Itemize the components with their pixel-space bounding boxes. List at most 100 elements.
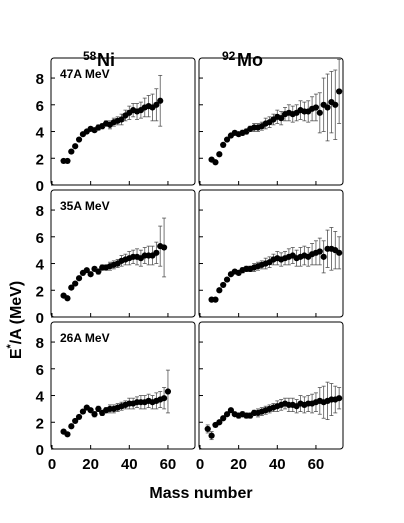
y-axis-label-main: E bbox=[8, 348, 25, 359]
data-point bbox=[75, 136, 83, 143]
x-tick-label: 40 bbox=[269, 456, 286, 473]
y-tick-label: 6 bbox=[36, 362, 44, 379]
data-point bbox=[153, 249, 160, 256]
data-point bbox=[95, 268, 102, 275]
data-point bbox=[316, 109, 323, 116]
x-axis-label: Mass number bbox=[149, 485, 252, 502]
panel-label: 35A MeV bbox=[60, 199, 110, 213]
data-point bbox=[72, 417, 79, 425]
data-point bbox=[68, 148, 75, 155]
data-point bbox=[278, 115, 285, 122]
panel-frame bbox=[198, 57, 344, 186]
data-point bbox=[164, 388, 172, 395]
data-point bbox=[87, 271, 94, 278]
data-point bbox=[208, 432, 215, 439]
data-point bbox=[160, 244, 168, 251]
data-point bbox=[75, 413, 83, 421]
y-axis-label-rest: /A (MeV) bbox=[8, 281, 25, 344]
column-title-right-mass: 92 bbox=[222, 49, 236, 63]
x-tick-label: 20 bbox=[82, 456, 99, 473]
data-point bbox=[312, 104, 320, 111]
y-tick-label: 4 bbox=[36, 389, 45, 406]
data-point bbox=[336, 395, 343, 402]
panel-0: 0 2 4 6 8 47A MeV bbox=[36, 57, 196, 195]
panel-label: 47A MeV bbox=[60, 67, 110, 81]
svg-text:E*/A (MeV): E*/A (MeV) bbox=[5, 281, 25, 359]
data-point bbox=[320, 253, 327, 260]
data-point bbox=[157, 97, 164, 104]
x-tick-label: 20 bbox=[230, 456, 247, 473]
data-point bbox=[68, 423, 75, 430]
y-tick-label: 8 bbox=[36, 335, 44, 352]
data-point bbox=[75, 275, 83, 282]
panel-1 bbox=[198, 57, 344, 186]
x-tick-label: 60 bbox=[160, 456, 177, 473]
y-axis-label-sup: * bbox=[5, 344, 17, 349]
y-tick-label: 2 bbox=[36, 415, 44, 432]
data-point bbox=[72, 143, 79, 150]
data-point bbox=[336, 249, 343, 256]
column-title-left-mass: 58 bbox=[83, 49, 97, 63]
data-point bbox=[212, 159, 219, 166]
panel-frame bbox=[50, 321, 196, 450]
data-point bbox=[72, 280, 79, 287]
y-tick-label: 2 bbox=[36, 283, 44, 300]
panel-label: 26A MeV bbox=[60, 331, 110, 345]
x-tick-label: 60 bbox=[308, 456, 325, 473]
data-point bbox=[64, 295, 71, 302]
panel-frame bbox=[198, 321, 344, 450]
column-title-right-element: Mo bbox=[237, 50, 263, 70]
y-tick-label: 0 bbox=[36, 178, 44, 195]
data-point bbox=[220, 141, 227, 148]
panel-5: 0 20 40 60 bbox=[196, 321, 344, 473]
data-point bbox=[220, 415, 227, 422]
y-tick-label: 6 bbox=[36, 98, 44, 115]
data-point bbox=[87, 407, 94, 414]
x-tick-label: 0 bbox=[196, 456, 204, 473]
data-point bbox=[223, 276, 231, 283]
y-tick-label: 8 bbox=[36, 71, 44, 88]
panel-frame bbox=[198, 189, 344, 318]
panel-3 bbox=[198, 189, 344, 318]
data-point bbox=[316, 248, 323, 255]
data-point bbox=[220, 281, 227, 289]
panel-2: 0 2 4 6 8 35A MeV bbox=[36, 189, 196, 327]
data-point bbox=[160, 395, 168, 402]
data-point bbox=[79, 408, 87, 415]
y-tick-label: 0 bbox=[36, 310, 44, 327]
y-tick-label: 6 bbox=[36, 230, 44, 247]
data-point bbox=[332, 101, 339, 108]
data-point bbox=[336, 88, 343, 95]
data-point bbox=[204, 425, 211, 433]
data-point bbox=[223, 136, 231, 143]
data-point bbox=[212, 296, 219, 303]
data-point bbox=[216, 151, 223, 158]
data-point bbox=[68, 284, 75, 291]
y-tick-label: 8 bbox=[36, 203, 44, 220]
data-point bbox=[83, 267, 90, 274]
data-point bbox=[223, 411, 231, 418]
column-title-left-element: Ni bbox=[97, 50, 115, 70]
data-point bbox=[64, 157, 71, 165]
x-tick-label: 40 bbox=[121, 456, 138, 473]
panel-frame bbox=[50, 189, 196, 318]
data-point bbox=[153, 101, 160, 108]
y-axis-label: E*/A (MeV) bbox=[5, 281, 25, 359]
panel-frame bbox=[50, 57, 196, 186]
panel-4: 0 2 4 6 8 0 20 40 60 26A MeV bbox=[36, 321, 196, 473]
data-point bbox=[118, 116, 125, 123]
y-tick-label: 2 bbox=[36, 151, 44, 168]
data-point bbox=[324, 104, 331, 111]
data-point bbox=[227, 407, 235, 414]
x-tick-label: 0 bbox=[48, 456, 56, 473]
y-tick-label: 4 bbox=[36, 257, 45, 274]
data-point bbox=[95, 405, 102, 412]
panels: 0 2 4 6 8 47A MeV 0 2 4 6 8 35A MeV 0 2 4 6 8 0 20 40 60 26A … bbox=[36, 57, 344, 473]
data-point bbox=[216, 287, 223, 294]
data-point bbox=[216, 419, 223, 426]
data-point bbox=[64, 431, 71, 438]
data-point bbox=[91, 411, 98, 418]
y-tick-label: 0 bbox=[36, 442, 44, 459]
y-tick-label: 4 bbox=[36, 125, 45, 142]
